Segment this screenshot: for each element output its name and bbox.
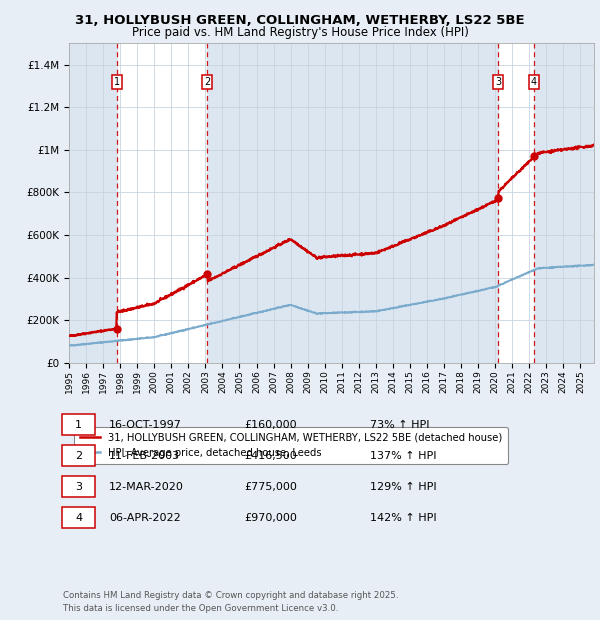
Text: 4: 4 (531, 77, 537, 87)
Text: 129% ↑ HPI: 129% ↑ HPI (370, 482, 437, 492)
Text: 16-OCT-1997: 16-OCT-1997 (109, 420, 182, 430)
Text: Contains HM Land Registry data © Crown copyright and database right 2025.
This d: Contains HM Land Registry data © Crown c… (63, 591, 398, 613)
Text: 3: 3 (75, 482, 82, 492)
Text: 2: 2 (75, 451, 82, 461)
Bar (69, 43, 116, 363)
Bar (534, 43, 594, 363)
Text: 1: 1 (75, 420, 82, 430)
Legend: 31, HOLLYBUSH GREEN, COLLINGHAM, WETHERBY, LS22 5BE (detached house), HPI: Avera: 31, HOLLYBUSH GREEN, COLLINGHAM, WETHERB… (74, 427, 508, 464)
Text: £416,500: £416,500 (244, 451, 297, 461)
Text: 2: 2 (204, 77, 211, 87)
Text: 137% ↑ HPI: 137% ↑ HPI (370, 451, 437, 461)
Bar (208, 43, 499, 363)
Text: 73% ↑ HPI: 73% ↑ HPI (370, 420, 430, 430)
Text: 142% ↑ HPI: 142% ↑ HPI (370, 513, 437, 523)
Text: 11-FEB-2003: 11-FEB-2003 (109, 451, 181, 461)
Text: £970,000: £970,000 (244, 513, 297, 523)
Text: 06-APR-2022: 06-APR-2022 (109, 513, 181, 523)
Text: 31, HOLLYBUSH GREEN, COLLINGHAM, WETHERBY, LS22 5BE: 31, HOLLYBUSH GREEN, COLLINGHAM, WETHERB… (75, 14, 525, 27)
Text: 3: 3 (496, 77, 502, 87)
Text: £775,000: £775,000 (244, 482, 297, 492)
Text: 4: 4 (75, 513, 82, 523)
Text: Price paid vs. HM Land Registry's House Price Index (HPI): Price paid vs. HM Land Registry's House … (131, 26, 469, 39)
Text: £160,000: £160,000 (244, 420, 297, 430)
Text: 1: 1 (113, 77, 119, 87)
Text: 12-MAR-2020: 12-MAR-2020 (109, 482, 184, 492)
